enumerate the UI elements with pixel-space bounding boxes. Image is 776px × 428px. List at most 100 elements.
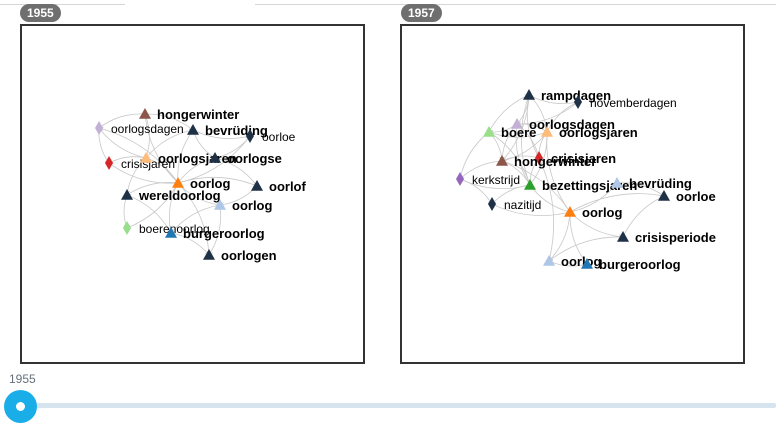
node-kerkstrijd[interactable]: kerkstrijd bbox=[456, 172, 520, 187]
node-oorlogsdagen[interactable]: oorlogsdagen bbox=[95, 121, 184, 136]
rampdagen-label: rampdagen bbox=[541, 88, 611, 103]
node-oorlog[interactable]: oorlog bbox=[172, 176, 230, 191]
oorlogsdagen-label: oorlogsdagen bbox=[111, 122, 184, 136]
edge-oorlog-wereldoorlog bbox=[127, 182, 179, 195]
hongerwinter-label: hongerwinter bbox=[514, 154, 596, 169]
edge-bevrüding-oorloe bbox=[616, 182, 664, 196]
node-oorlog2[interactable]: oorlog bbox=[543, 254, 601, 269]
nazitijd-diamond-icon bbox=[488, 197, 496, 211]
node-oorlof[interactable]: oorlof bbox=[251, 179, 306, 194]
oorlog-triangle-icon bbox=[564, 206, 576, 217]
node-burgeroorlog[interactable]: burgeroorlog bbox=[581, 257, 681, 272]
crisisjaren-diamond-icon bbox=[535, 151, 543, 165]
network-panel-1955[interactable]: hongerwinter oorlogsdagen bevrüding oorloe c… bbox=[20, 24, 365, 364]
edge-bevrüding-oorloe bbox=[192, 129, 250, 139]
bevrüding-label: bevrüding bbox=[629, 176, 692, 191]
edge-bezettingsjaren-nazitijd bbox=[492, 184, 531, 204]
node-bevrüding[interactable]: bevrüding bbox=[187, 123, 268, 138]
hongerwinter-triangle-icon bbox=[139, 108, 151, 119]
edge-hongerwinter-kerkstrijd bbox=[460, 160, 503, 179]
edge-oorlogsjaren-oorlogsdagen bbox=[99, 128, 147, 159]
crisisperiode-label: crisisperiode bbox=[635, 230, 716, 245]
node-nazitijd[interactable]: nazitijd bbox=[488, 197, 541, 212]
boerenoorlog-diamond-icon bbox=[123, 221, 131, 235]
burgeroorlog-triangle-icon bbox=[581, 258, 593, 269]
edge-crisisjaren-rampdagen bbox=[527, 95, 540, 159]
burgeroorlog-label: burgeroorlog bbox=[183, 226, 265, 241]
edge-oorlogsjaren-bevrüding bbox=[145, 130, 193, 159]
node-boere[interactable]: boere bbox=[483, 125, 536, 140]
kerkstrijd-label: kerkstrijd bbox=[472, 173, 520, 187]
oorlog-label: oorlog bbox=[582, 205, 622, 220]
oorloe-triangle-icon bbox=[658, 190, 670, 201]
edge-oorlog-oorlof bbox=[177, 176, 257, 186]
edge-bezettingsjaren-rampdagen bbox=[521, 95, 531, 186]
node-rampdagen[interactable]: rampdagen bbox=[523, 88, 611, 103]
boerenoorlog-label: boerenoorlog bbox=[139, 222, 210, 236]
timeline-year-label: 1955 bbox=[9, 372, 36, 386]
oorlog2-label: oorlog bbox=[232, 198, 272, 213]
node-crisisjaren[interactable]: crisisjaren bbox=[535, 151, 616, 166]
edge-oorlog2-burgeroorlog bbox=[171, 204, 221, 233]
edge-boere-kerkstrijd bbox=[460, 131, 490, 179]
node-boerenoorlog[interactable]: boerenoorlog bbox=[123, 221, 210, 236]
edge-hongerwinter-bevrüding bbox=[144, 113, 193, 130]
crisisjaren-diamond-icon bbox=[105, 156, 113, 170]
bezettingsjaren-triangle-icon bbox=[524, 179, 536, 190]
tab-strip bbox=[0, 0, 776, 5]
timeline-handle[interactable] bbox=[4, 390, 37, 423]
rampdagen-triangle-icon bbox=[523, 89, 535, 100]
edge-oorlogse-oorlof bbox=[214, 157, 257, 186]
oorlog2-triangle-icon bbox=[214, 199, 226, 210]
node-crisisperiode[interactable]: crisisperiode bbox=[617, 230, 716, 245]
node-bezettingsjaren[interactable]: bezettingsjaren bbox=[524, 178, 637, 193]
node-hongerwinter[interactable]: hongerwinter bbox=[139, 107, 239, 122]
node-oorlog2[interactable]: oorlog bbox=[214, 198, 272, 213]
edge-hongerwinter-rampdagen bbox=[501, 95, 529, 162]
oorlogse-triangle-icon bbox=[209, 152, 221, 163]
edge-wereldoorlog-burgeroorlog bbox=[126, 194, 171, 233]
oorlogse-label: oorlogse bbox=[227, 151, 282, 166]
bevrüding-triangle-icon bbox=[611, 177, 623, 188]
edge-oorlog-oorlogen bbox=[177, 182, 209, 255]
oorlogsjaren-label: oorlogsjaren bbox=[158, 151, 237, 166]
bevrüding-triangle-icon bbox=[187, 124, 199, 135]
node-oorlogen[interactable]: oorlogen bbox=[203, 248, 277, 263]
edge-bezettingsjaren-oorlogsjaren bbox=[529, 132, 547, 186]
node-oorlog[interactable]: oorlog bbox=[564, 205, 622, 220]
node-hongerwinter[interactable]: hongerwinter bbox=[496, 154, 596, 169]
oorloe-label: oorloe bbox=[262, 130, 296, 144]
year-badge-1957: 1957 bbox=[401, 4, 442, 22]
oorlogsjaren-label: oorlogsjaren bbox=[559, 125, 638, 140]
node-oorloe[interactable]: oorloe bbox=[658, 189, 716, 204]
oorlogsdagen-triangle-icon bbox=[511, 118, 523, 129]
node-novemberdagen[interactable]: novemberdagen bbox=[574, 95, 677, 110]
edge-oorlog-nazitijd bbox=[492, 204, 571, 216]
node-wereldoorlog[interactable]: wereldoorlog bbox=[121, 188, 221, 203]
wereldoorlog-triangle-icon bbox=[121, 189, 133, 200]
edge-oorlogsdagen-crisisjaren bbox=[98, 127, 109, 163]
timeline-track[interactable] bbox=[20, 403, 776, 408]
edge-oorlogsdagen-novemberdagen bbox=[516, 102, 578, 125]
burgeroorlog-triangle-icon bbox=[165, 227, 177, 238]
crisisjaren-label: crisisjaren bbox=[121, 157, 175, 171]
oorlogsjaren-triangle-icon bbox=[541, 126, 553, 137]
node-burgeroorlog[interactable]: burgeroorlog bbox=[165, 226, 265, 241]
network-panel-1957[interactable]: rampdagen novemberdagen oorlogsdagen boere o… bbox=[400, 24, 745, 364]
edge-hongerwinter-oorlogsdagen bbox=[99, 113, 146, 128]
boere-label: boere bbox=[501, 125, 536, 140]
oorlogsjaren-triangle-icon bbox=[140, 152, 152, 163]
edge-oorlog-hongerwinter bbox=[145, 114, 179, 184]
oorlof-label: oorlof bbox=[269, 179, 306, 194]
node-bevrüding[interactable]: bevrüding bbox=[611, 176, 692, 191]
novemberdagen-diamond-icon bbox=[574, 95, 582, 109]
edge-oorlog-boerenoorlog bbox=[127, 182, 179, 228]
node-oorlogse[interactable]: oorlogse bbox=[209, 151, 282, 166]
node-oorlogsjaren[interactable]: oorlogsjaren bbox=[541, 125, 638, 140]
edge-crisisperiode-oorlog2 bbox=[549, 236, 624, 261]
node-oorlogsdagen[interactable]: oorlogsdagen bbox=[511, 117, 615, 132]
node-crisisjaren[interactable]: crisisjaren bbox=[105, 156, 175, 171]
node-oorloe[interactable]: oorloe bbox=[246, 129, 296, 144]
